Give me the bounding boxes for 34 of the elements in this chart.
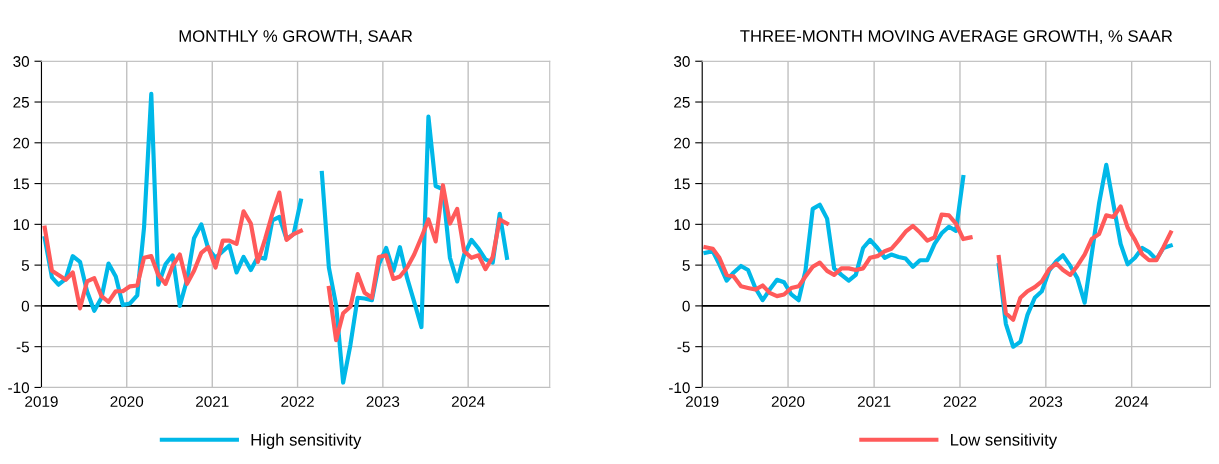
chart-title: MONTHLY % GROWTH, SAAR (179, 30, 413, 44)
x-tick-label: 2022 (281, 396, 314, 407)
x-tick-label: 2021 (857, 396, 891, 407)
chart-title: THREE-MONTH MOVING AVERAGE GROWTH, % SAAR (740, 30, 1173, 44)
legend-label: High sensitivity (251, 433, 362, 449)
y-tick-label: 15 (674, 178, 690, 190)
y-tick-label: 30 (13, 56, 30, 67)
y-tick-label: 0 (682, 300, 690, 312)
y-tick-label: 25 (674, 96, 690, 108)
x-tick-label: 2022 (943, 396, 977, 407)
x-tick-label: 2019 (25, 396, 58, 407)
x-tick-label: 2023 (366, 396, 400, 407)
y-tick-label: -5 (16, 341, 29, 353)
y-tick-label: 25 (13, 96, 29, 108)
y-tick-label: 15 (13, 178, 29, 190)
x-tick-label: 2020 (771, 396, 805, 407)
y-tick-label: 10 (13, 219, 30, 231)
y-tick-label: 20 (674, 137, 690, 149)
x-tick-label: 2019 (685, 396, 719, 407)
y-tick-label: 20 (13, 137, 30, 149)
y-tick-label: 30 (673, 56, 690, 67)
y-tick-label: 10 (674, 219, 690, 231)
y-tick-label: -10 (668, 382, 690, 394)
x-tick-label: 2020 (110, 396, 144, 407)
y-tick-label: 5 (682, 260, 690, 271)
x-tick-label: 2023 (1029, 396, 1063, 407)
legend-label: Low sensitivity (951, 433, 1058, 449)
y-tick-label: 0 (21, 300, 30, 312)
y-tick-label: 5 (21, 260, 29, 271)
x-tick-label: 2021 (196, 396, 229, 407)
x-tick-label: 2024 (451, 396, 485, 407)
x-tick-label: 2024 (1115, 396, 1149, 407)
y-tick-label: -5 (677, 341, 690, 353)
y-tick-label: -10 (8, 382, 30, 394)
